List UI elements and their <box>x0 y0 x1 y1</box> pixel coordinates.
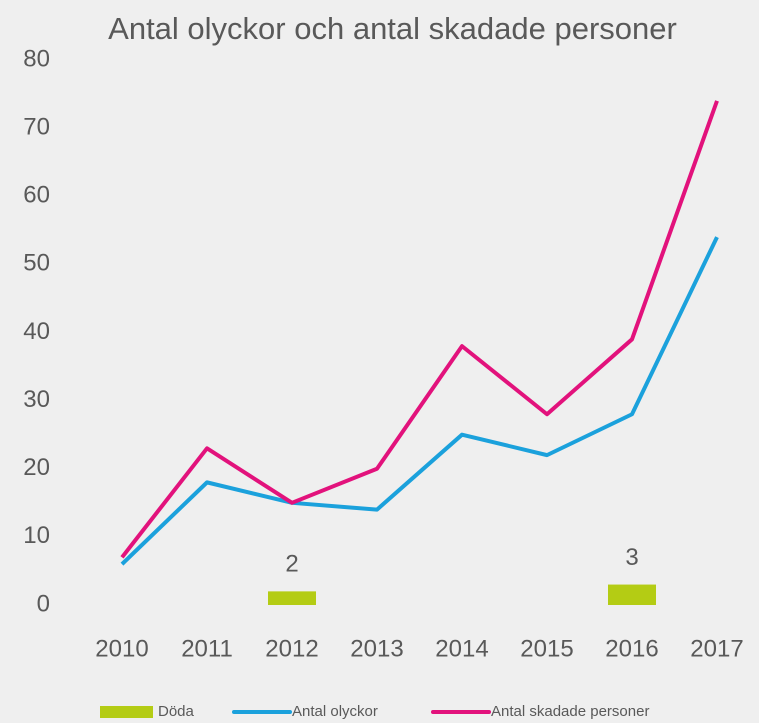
y-tick-label: 40 <box>23 318 50 345</box>
y-tick-label: 50 <box>23 250 50 277</box>
legend-label: Antal olyckor <box>292 703 378 720</box>
x-tick-label: 2017 <box>690 635 743 662</box>
x-tick-label: 2015 <box>520 635 573 662</box>
legend-label: Antal skadade personer <box>491 703 649 720</box>
bar <box>268 591 316 605</box>
y-tick-label: 80 <box>23 45 50 72</box>
data-label: 3 <box>625 544 638 571</box>
x-tick-label: 2014 <box>435 635 488 662</box>
legend-label: Döda <box>158 703 195 720</box>
y-tick-label: 30 <box>23 386 50 413</box>
legend-swatch <box>100 706 153 718</box>
y-tick-label: 10 <box>23 522 50 549</box>
data-label: 2 <box>285 551 298 578</box>
x-tick-label: 2013 <box>350 635 403 662</box>
line <box>120 236 719 566</box>
chart-title: Antal olyckor och antal skadade personer <box>108 11 677 46</box>
line <box>120 100 719 559</box>
x-tick-label: 2010 <box>95 635 148 662</box>
y-tick-label: 20 <box>23 454 50 481</box>
bar <box>608 584 656 605</box>
y-tick-label: 0 <box>37 590 50 617</box>
y-tick-label: 60 <box>23 182 50 209</box>
x-tick-label: 2016 <box>605 635 658 662</box>
x-tick-label: 2012 <box>265 635 318 662</box>
x-tick-label: 2011 <box>181 635 233 662</box>
y-tick-label: 70 <box>23 113 50 140</box>
